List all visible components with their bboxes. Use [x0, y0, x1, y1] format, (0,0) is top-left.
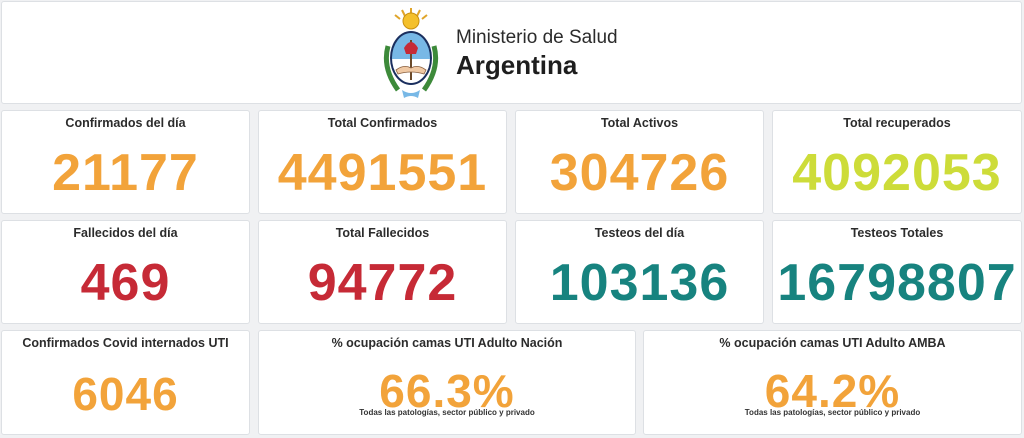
stat-label: Confirmados del día: [65, 116, 186, 130]
country-name: Argentina: [456, 50, 578, 80]
stat-label: Testeos del día: [594, 226, 685, 240]
stat-value: 64.2%: [764, 365, 901, 417]
stat-card-confirmados-dia: Confirmados del día 21177: [1, 110, 250, 214]
stat-note: Todas las patologías, sector público y p…: [359, 408, 535, 417]
stat-label: % ocupación camas UTI Adulto Nación: [331, 336, 563, 350]
ministry-name: Ministerio de Salud: [456, 27, 618, 48]
stat-value: 16798807: [777, 254, 1017, 312]
stat-note: Todas las patologías, sector público y p…: [744, 408, 921, 417]
stat-card-total-recuperados: Total recuperados 4092053: [772, 110, 1022, 214]
stat-value: 103136: [549, 254, 730, 312]
stat-label: Fallecidos del día: [73, 226, 178, 240]
stat-card-fallecidos-dia: Fallecidos del día 469: [1, 220, 250, 324]
stat-value: 21177: [52, 144, 199, 202]
stat-card-ocupacion-nacion: % ocupación camas UTI Adulto Nación 66.3…: [258, 330, 636, 435]
stat-label: Total Confirmados: [327, 116, 438, 130]
argentina-coat-of-arms-icon: [383, 8, 439, 98]
stat-value: 469: [80, 254, 171, 312]
stat-label: Total recuperados: [843, 116, 951, 130]
stat-value: 6046: [72, 368, 179, 420]
stat-card-total-fallecidos: Total Fallecidos 94772: [258, 220, 507, 324]
stat-card-ocupacion-amba: % ocupación camas UTI Adulto AMBA 64.2% …: [643, 330, 1022, 435]
stat-card-total-activos: Total Activos 304726: [515, 110, 764, 214]
stat-card-internados-uti: Confirmados Covid internados UTI 6046: [1, 330, 250, 435]
stat-label: % ocupación camas UTI Adulto AMBA: [719, 336, 946, 350]
header-banner: Ministerio de Salud Argentina: [1, 1, 1022, 104]
stat-value: 66.3%: [379, 365, 515, 417]
stat-label: Total Activos: [600, 116, 679, 130]
stat-card-testeos-totales: Testeos Totales 16798807: [772, 220, 1022, 324]
stat-card-total-confirmados: Total Confirmados 4491551: [258, 110, 507, 214]
stat-value: 4092053: [792, 144, 1002, 202]
stat-value: 94772: [307, 254, 458, 312]
stat-value: 304726: [549, 144, 730, 202]
stat-label: Testeos Totales: [850, 226, 944, 240]
stat-label: Confirmados Covid internados UTI: [22, 336, 229, 350]
stat-label: Total Fallecidos: [335, 226, 430, 240]
stat-card-testeos-dia: Testeos del día 103136: [515, 220, 764, 324]
stat-value: 4491551: [277, 144, 488, 202]
ministry-brand: Ministerio de Salud Argentina: [380, 6, 618, 102]
